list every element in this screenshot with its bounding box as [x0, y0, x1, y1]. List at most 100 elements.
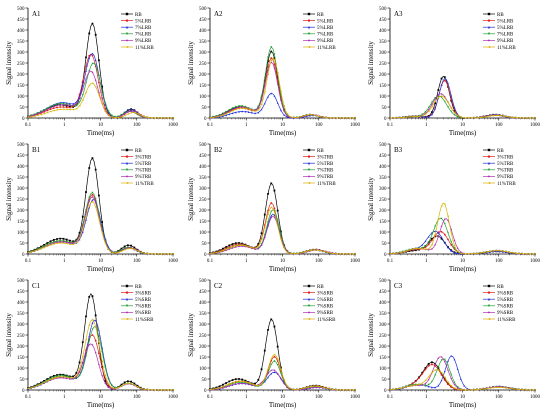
- series-markers: [389, 77, 536, 119]
- legend-marker: [487, 32, 491, 35]
- legend-marker: [307, 298, 311, 301]
- series-line: [389, 77, 535, 119]
- x-tick-label: 100: [315, 259, 323, 264]
- legend-marker: [307, 291, 311, 294]
- y-tick-label: 0: [384, 253, 387, 258]
- series-markers: [27, 82, 174, 119]
- y-tick-label: 400: [199, 165, 207, 170]
- y-tick-label: 150: [379, 356, 387, 361]
- y-tick-label: 350: [17, 176, 25, 181]
- series-markers: [27, 157, 174, 255]
- x-tick-label: 0.1: [207, 123, 214, 128]
- series-line: [389, 95, 535, 119]
- series-A2-4: [209, 61, 356, 119]
- legend-label: 11%LRB: [317, 46, 336, 51]
- series-markers: [389, 95, 536, 119]
- legend-label: 3%SRB: [317, 291, 334, 296]
- series-markers: [209, 92, 356, 119]
- legend-label: 11%LRB: [497, 46, 516, 51]
- legend-label: 3%TRB: [135, 155, 152, 160]
- legend-label: 11%TRB: [497, 182, 516, 187]
- legend-label: 11%SRB: [317, 318, 336, 323]
- y-tick-label: 100: [17, 367, 25, 372]
- legend-label: 5%TRB: [135, 162, 152, 167]
- legend-marker: [307, 148, 311, 152]
- series-markers: [389, 217, 536, 255]
- x-tick-label: 0.1: [25, 395, 32, 400]
- y-tick-label: 150: [17, 356, 25, 361]
- series-A3-0: [389, 75, 536, 119]
- y-tick-label: 300: [17, 323, 25, 328]
- series-line: [389, 218, 535, 255]
- series-line: [389, 369, 536, 391]
- y-tick-label: 450: [379, 18, 387, 23]
- legend-label: 7%LRB: [317, 33, 334, 38]
- legend-marker: [487, 45, 491, 49]
- legend-marker: [125, 284, 129, 288]
- x-tick-label: 0.1: [207, 259, 214, 264]
- series-line: [209, 61, 355, 119]
- y-axis-label: Signal intensity: [5, 177, 13, 221]
- series-line: [389, 95, 535, 119]
- legend-marker: [307, 284, 311, 288]
- panel-A3: 0 50 100 150 200 250 300 350 400 450 500 0.1 1 10 100 1…: [367, 7, 541, 137]
- series-line: [209, 354, 355, 391]
- series-A2-3: [209, 46, 356, 119]
- y-tick-label: 50: [202, 242, 208, 247]
- legend-label: 7%SRB: [317, 305, 334, 310]
- legend-marker: [307, 181, 311, 185]
- y-tick-label: 300: [17, 187, 25, 192]
- y-tick-label: 200: [199, 209, 207, 214]
- x-tick-label: 100: [495, 259, 503, 264]
- y-tick-label: 500: [199, 7, 207, 12]
- series-markers: [209, 209, 356, 255]
- legend-marker: [307, 26, 311, 29]
- y-axis-label: Signal intensity: [367, 313, 375, 357]
- legend-marker: [307, 162, 311, 165]
- legend-label: 9%TRB: [497, 175, 514, 180]
- series-C3-0: [389, 361, 536, 391]
- legend-label: 7%SRB: [497, 305, 514, 310]
- legend-marker: [307, 175, 311, 178]
- x-tick-label: 1: [63, 259, 66, 264]
- y-tick-label: 100: [379, 231, 387, 236]
- series-B1-5: [27, 200, 174, 255]
- legend-label: 5%TRB: [497, 162, 514, 167]
- series-A2-5: [209, 57, 356, 119]
- legend-label: 7%SRB: [135, 305, 152, 310]
- legend-marker: [307, 155, 311, 158]
- y-tick-label: 500: [379, 279, 387, 284]
- legend-label: 9%SRB: [135, 311, 152, 316]
- series-markers: [209, 216, 356, 255]
- legend-marker: [125, 39, 129, 42]
- y-tick-label: 0: [22, 389, 25, 394]
- legend-label: 5%LRB: [317, 26, 334, 31]
- legend-label: 9%SRB: [497, 311, 514, 316]
- y-tick-label: 50: [20, 106, 26, 111]
- x-tick-label: 100: [315, 123, 323, 128]
- legend-label: 9%SRB: [317, 311, 334, 316]
- legend-marker: [487, 148, 491, 152]
- y-axis-label: Signal intensity: [5, 313, 13, 357]
- y-tick-label: 150: [17, 84, 25, 89]
- x-tick-label: 1000: [350, 259, 361, 264]
- y-tick-label: 350: [17, 312, 25, 317]
- legend-label: RB: [497, 149, 504, 154]
- legend-label: 9%LRB: [317, 39, 334, 44]
- panel-C3: 0 50 100 150 200 250 300 350 400 450 500 0.1 1 10 100 1…: [367, 279, 541, 409]
- y-tick-label: 200: [17, 345, 25, 350]
- y-tick-label: 300: [199, 51, 207, 56]
- axes-frame: [209, 8, 355, 119]
- legend-marker: [125, 311, 129, 314]
- legend-marker: [307, 317, 311, 321]
- series-line: [27, 201, 173, 255]
- panel-B1: 0 50 100 150 200 250 300 350 400 450 500 0.1 1 10 100 1…: [5, 143, 179, 273]
- panel-B3: 0 50 100 150 200 250 300 350 400 450 500 0.1 1 10 100 1…: [367, 143, 541, 273]
- legend-marker: [307, 39, 311, 42]
- y-tick-label: 400: [379, 165, 387, 170]
- y-tick-label: 0: [22, 253, 25, 258]
- legend-label: 5%SRB: [317, 298, 334, 303]
- x-tick-label: 10: [460, 123, 466, 128]
- legend-label: RB: [497, 285, 504, 290]
- series-line: [27, 319, 173, 391]
